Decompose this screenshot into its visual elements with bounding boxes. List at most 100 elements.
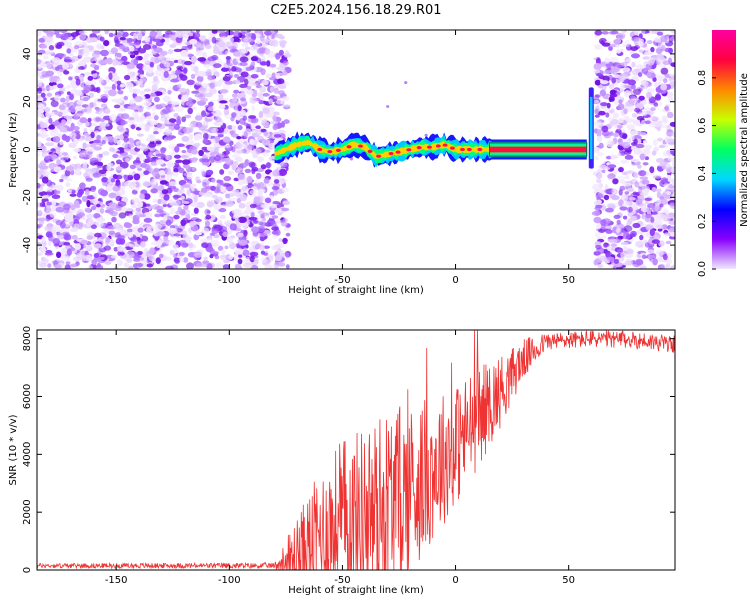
noise-speckle bbox=[85, 177, 93, 182]
noise-speckle bbox=[612, 66, 619, 72]
noise-speckle bbox=[597, 164, 607, 170]
noise-speckle bbox=[277, 90, 285, 96]
noise-speckle bbox=[597, 264, 604, 268]
noise-speckle bbox=[93, 253, 100, 258]
noise-speckle bbox=[94, 232, 102, 238]
x-tick-label: 0 bbox=[452, 275, 458, 286]
noise-speckle bbox=[116, 181, 122, 188]
noise-speckle bbox=[45, 231, 53, 238]
noise-speckle bbox=[116, 139, 122, 146]
noise-speckle bbox=[270, 220, 277, 228]
noise-speckle bbox=[128, 265, 134, 269]
noise-speckle bbox=[202, 84, 209, 89]
noise-speckle bbox=[143, 111, 151, 118]
noise-speckle bbox=[203, 256, 208, 262]
noise-speckle bbox=[54, 264, 62, 269]
noise-speckle bbox=[283, 119, 290, 124]
noise-speckle bbox=[37, 170, 46, 176]
noise-speckle bbox=[220, 257, 226, 261]
noise-speckle bbox=[224, 144, 231, 149]
noise-speckle bbox=[271, 186, 280, 191]
noise-speckle bbox=[254, 258, 259, 262]
noise-speckle bbox=[143, 217, 153, 223]
noise-speckle bbox=[195, 231, 203, 236]
noise-speckle bbox=[147, 136, 156, 142]
noise-speckle bbox=[90, 131, 95, 139]
noise-speckle bbox=[230, 116, 235, 122]
noise-speckle bbox=[206, 201, 214, 208]
colorbar-tick-label: 0.4 bbox=[697, 165, 708, 181]
noise-speckle bbox=[39, 246, 47, 253]
noise-speckle bbox=[146, 263, 154, 268]
noise-speckle bbox=[92, 72, 98, 78]
colorbar-tick-label: 0.0 bbox=[697, 261, 708, 277]
noise-speckle bbox=[229, 223, 237, 231]
noise-speckle bbox=[151, 178, 158, 185]
noise-speckle bbox=[194, 93, 204, 98]
noise-speckle bbox=[671, 166, 675, 174]
noise-speckle bbox=[237, 216, 247, 223]
noise-speckle bbox=[618, 167, 624, 173]
noise-speckle bbox=[282, 238, 288, 243]
noise-speckle bbox=[246, 264, 253, 269]
noise-speckle bbox=[120, 235, 126, 240]
noise-speckle bbox=[213, 186, 221, 194]
noise-speckle bbox=[75, 69, 81, 74]
noise-speckle bbox=[597, 152, 604, 157]
noise-speckle bbox=[46, 92, 52, 97]
noise-speckle bbox=[172, 244, 179, 249]
noise-speckle bbox=[249, 255, 255, 263]
noise-speckle bbox=[79, 33, 87, 41]
noise-speckle bbox=[174, 146, 180, 153]
noise-speckle bbox=[83, 56, 91, 63]
noise-speckle bbox=[37, 188, 44, 193]
y-tick-label: 20 bbox=[22, 95, 33, 108]
noise-speckle bbox=[114, 174, 123, 180]
noise-speckle bbox=[173, 123, 180, 131]
noise-speckle bbox=[155, 257, 161, 264]
noise-speckle bbox=[626, 124, 635, 131]
noise-speckle bbox=[174, 105, 184, 113]
noise-speckle bbox=[59, 179, 64, 183]
noise-speckle bbox=[59, 221, 66, 229]
noise-speckle bbox=[178, 87, 187, 93]
signal-peak bbox=[466, 147, 472, 152]
noise-speckle bbox=[68, 132, 77, 139]
noise-speckle bbox=[232, 96, 238, 103]
noise-speckle bbox=[595, 244, 602, 250]
noise-speckle bbox=[667, 155, 673, 161]
noise-speckle bbox=[635, 253, 641, 259]
noise-speckle bbox=[148, 142, 157, 148]
noise-speckle bbox=[93, 200, 103, 207]
noise-speckle bbox=[647, 59, 655, 66]
noise-speckle bbox=[225, 200, 234, 208]
noise-speckle bbox=[122, 30, 127, 33]
noise-speckle bbox=[167, 185, 177, 190]
noise-speckle bbox=[115, 195, 122, 202]
noise-speckle bbox=[647, 71, 652, 79]
noise-speckle bbox=[133, 254, 142, 260]
noise-speckle bbox=[108, 230, 116, 235]
noise-speckle bbox=[61, 119, 67, 125]
noise-speckle bbox=[45, 84, 51, 92]
noise-speckle bbox=[594, 44, 602, 50]
noise-speckle bbox=[169, 249, 175, 256]
noise-speckle bbox=[93, 65, 100, 71]
noise-speckle bbox=[263, 177, 270, 184]
noise-speckle bbox=[216, 80, 222, 87]
noise-speckle bbox=[155, 205, 164, 211]
noise-speckle bbox=[45, 111, 51, 118]
noise-speckle bbox=[660, 83, 667, 91]
noise-speckle bbox=[643, 140, 648, 144]
noise-speckle bbox=[629, 95, 635, 99]
noise-speckle bbox=[643, 239, 648, 244]
noise-speckle bbox=[103, 245, 112, 251]
noise-speckle bbox=[613, 38, 622, 45]
noise-speckle bbox=[265, 73, 272, 79]
noise-speckle bbox=[245, 46, 251, 50]
noise-speckle bbox=[149, 247, 155, 255]
noise-speckle bbox=[139, 257, 144, 261]
noise-speckle bbox=[652, 258, 658, 266]
noise-speckle bbox=[656, 157, 664, 163]
noise-speckle bbox=[122, 131, 129, 139]
